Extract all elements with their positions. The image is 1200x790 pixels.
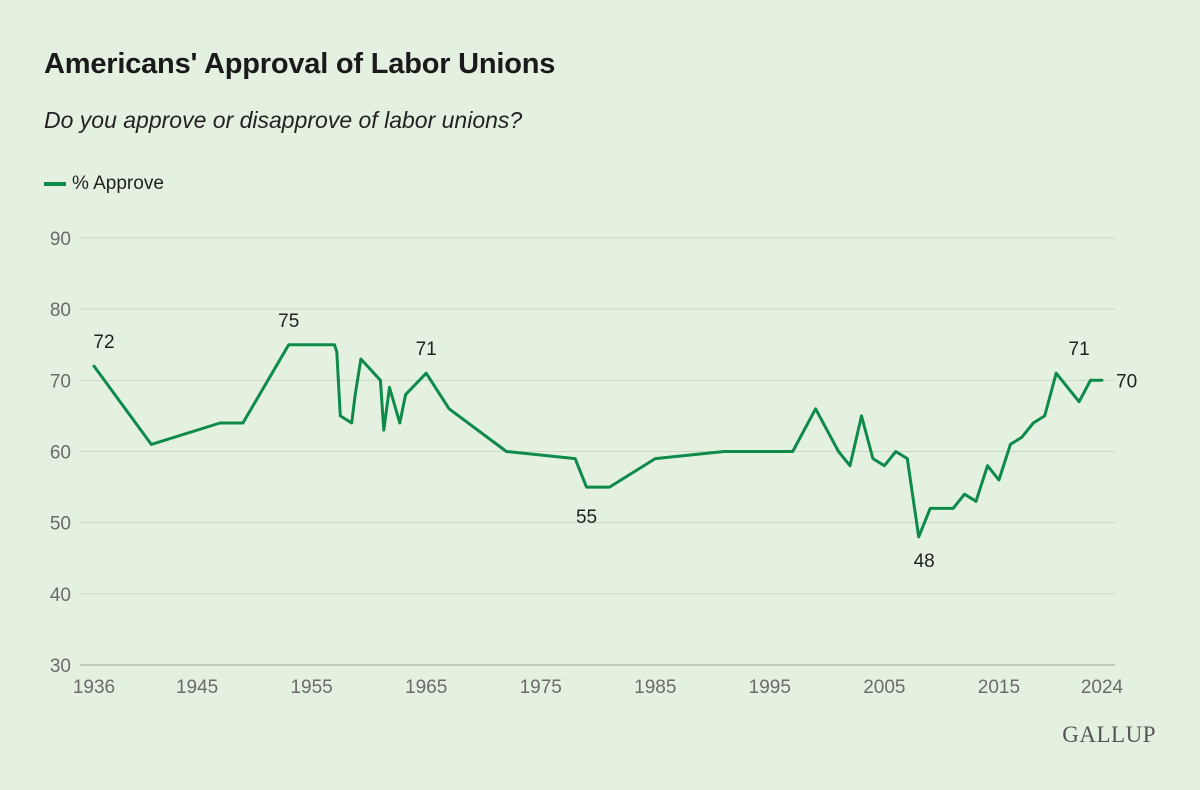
data-label: 72 — [93, 332, 114, 353]
chart-subtitle: Do you approve or disapprove of labor un… — [44, 107, 523, 133]
x-tick-label: 1945 — [176, 677, 218, 698]
y-tick-label: 40 — [50, 585, 71, 606]
x-tick-label: 1936 — [73, 677, 115, 698]
x-tick-label: 2024 — [1081, 677, 1124, 698]
y-tick-label: 70 — [50, 371, 71, 392]
gallup-logo: GALLUP — [1062, 722, 1156, 747]
x-tick-label: 1975 — [520, 677, 562, 698]
y-tick-label: 80 — [50, 300, 71, 321]
x-tick-label: 1955 — [290, 677, 332, 698]
x-tick-label: 2005 — [863, 677, 905, 698]
chart-title: Americans' Approval of Labor Unions — [44, 48, 556, 80]
data-label: 71 — [1069, 339, 1090, 360]
legend-line-swatch — [44, 182, 66, 186]
x-tick-label: 2015 — [978, 677, 1020, 698]
data-label: 48 — [914, 551, 935, 572]
y-tick-label: 30 — [50, 656, 71, 677]
y-tick-label: 50 — [50, 514, 71, 535]
series-line-approve — [92, 343, 1104, 539]
x-tick-label: 1985 — [634, 677, 676, 698]
x-tick-label: 1965 — [405, 677, 447, 698]
y-tick-label: 60 — [50, 443, 71, 464]
data-label: 71 — [416, 339, 437, 360]
x-tick-label: 1995 — [749, 677, 791, 698]
data-label: 55 — [576, 507, 597, 528]
legend-label: % Approve — [72, 173, 164, 194]
data-label: 75 — [278, 311, 299, 332]
data-label: 70 — [1116, 371, 1137, 392]
y-tick-label: 90 — [50, 229, 71, 250]
legend: % Approve — [44, 173, 164, 195]
